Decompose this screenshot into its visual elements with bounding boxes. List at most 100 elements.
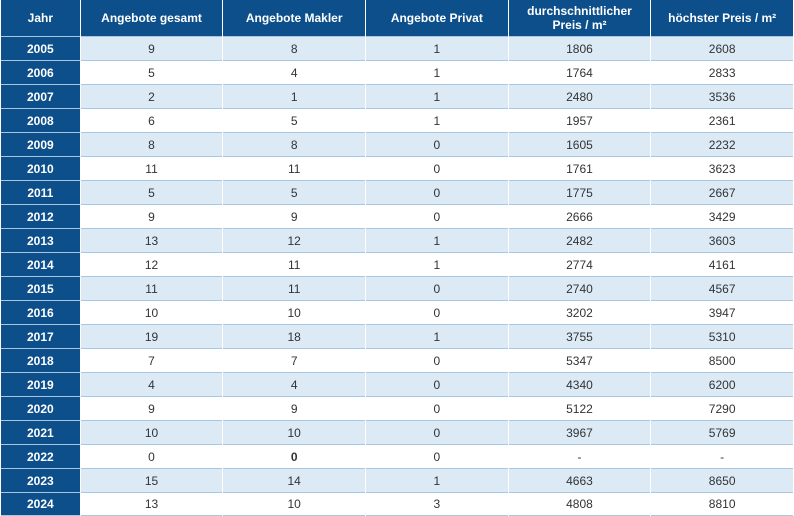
- table-row: 201299026663429: [1, 204, 793, 228]
- data-cell: 5769: [651, 420, 793, 444]
- data-cell: 0: [366, 300, 508, 324]
- data-cell: 2482: [509, 228, 651, 252]
- year-cell: 2012: [1, 204, 80, 228]
- data-cell: 2833: [651, 60, 793, 84]
- data-cell: 8650: [651, 468, 793, 492]
- data-cell: 3429: [651, 204, 793, 228]
- data-cell: 10: [223, 300, 365, 324]
- data-cell: 19: [81, 324, 223, 348]
- data-cell: 5: [81, 180, 223, 204]
- data-cell: 1: [366, 252, 508, 276]
- data-cell: 12: [223, 228, 365, 252]
- data-table: JahrAngebote gesamtAngebote MaklerAngebo…: [0, 0, 794, 516]
- data-cell: 3623: [651, 156, 793, 180]
- year-cell: 2009: [1, 132, 80, 156]
- data-cell: 2608: [651, 36, 793, 60]
- table-row: 20231514146638650: [1, 468, 793, 492]
- data-cell: 4340: [509, 372, 651, 396]
- column-header: Angebote gesamt: [81, 0, 223, 36]
- year-cell: 2024: [1, 492, 80, 516]
- data-cell: 3: [366, 492, 508, 516]
- year-cell: 2011: [1, 180, 80, 204]
- year-cell: 2022: [1, 444, 80, 468]
- data-cell: 9: [81, 36, 223, 60]
- data-cell: 4: [81, 372, 223, 396]
- data-cell: 5: [81, 60, 223, 84]
- data-cell: 5: [223, 108, 365, 132]
- data-cell: 6: [81, 108, 223, 132]
- table-row: 20151111027404567: [1, 276, 793, 300]
- data-cell: 2740: [509, 276, 651, 300]
- table-row: 20171918137555310: [1, 324, 793, 348]
- table-row: 200654117642833: [1, 60, 793, 84]
- data-cell: 3755: [509, 324, 651, 348]
- data-cell: 15: [81, 468, 223, 492]
- data-cell: 9: [223, 396, 365, 420]
- year-cell: 2018: [1, 348, 80, 372]
- data-cell: 10: [223, 420, 365, 444]
- data-cell: -: [509, 444, 651, 468]
- data-cell: 2232: [651, 132, 793, 156]
- year-cell: 2006: [1, 60, 80, 84]
- data-cell: 1: [366, 468, 508, 492]
- column-header: durchschnittlicher Preis / m²: [509, 0, 651, 36]
- data-cell: 1: [223, 84, 365, 108]
- data-cell: 1957: [509, 108, 651, 132]
- year-cell: 2005: [1, 36, 80, 60]
- data-table-container: JahrAngebote gesamtAngebote MaklerAngebo…: [0, 0, 794, 516]
- data-cell: 4: [223, 60, 365, 84]
- column-header: Angebote Makler: [223, 0, 365, 36]
- data-cell: 1605: [509, 132, 651, 156]
- data-cell: 9: [223, 204, 365, 228]
- data-cell: 3536: [651, 84, 793, 108]
- table-row: 200721124803536: [1, 84, 793, 108]
- data-cell: 11: [81, 276, 223, 300]
- data-cell: 4567: [651, 276, 793, 300]
- data-cell: 5347: [509, 348, 651, 372]
- data-cell: 0: [366, 276, 508, 300]
- data-cell: 0: [366, 396, 508, 420]
- table-row: 200988016052232: [1, 132, 793, 156]
- data-cell: 6200: [651, 372, 793, 396]
- data-cell: 3603: [651, 228, 793, 252]
- table-row: 201944043406200: [1, 372, 793, 396]
- data-cell: 2480: [509, 84, 651, 108]
- data-cell: 11: [223, 276, 365, 300]
- column-header: höchster Preis / m²: [651, 0, 793, 36]
- data-cell: 12: [81, 252, 223, 276]
- data-cell: 0: [366, 180, 508, 204]
- year-cell: 2020: [1, 396, 80, 420]
- data-cell: 1: [366, 60, 508, 84]
- data-cell: 0: [366, 156, 508, 180]
- data-cell: 0: [81, 444, 223, 468]
- table-body: 2005981180626082006541176428332007211248…: [1, 36, 793, 516]
- data-cell: 1: [366, 36, 508, 60]
- data-cell: 3967: [509, 420, 651, 444]
- table-row: 201877053478500: [1, 348, 793, 372]
- data-cell: 2774: [509, 252, 651, 276]
- data-cell: 1775: [509, 180, 651, 204]
- data-cell: 11: [223, 156, 365, 180]
- data-cell: 0: [366, 132, 508, 156]
- year-cell: 2017: [1, 324, 80, 348]
- data-cell: 5310: [651, 324, 793, 348]
- data-cell: 13: [81, 228, 223, 252]
- column-header: Jahr: [1, 0, 80, 36]
- data-cell: 1: [366, 228, 508, 252]
- data-cell: 4: [223, 372, 365, 396]
- data-cell: 2361: [651, 108, 793, 132]
- data-cell: 0: [366, 420, 508, 444]
- table-row: 2022000--: [1, 444, 793, 468]
- year-cell: 2010: [1, 156, 80, 180]
- year-cell: 2013: [1, 228, 80, 252]
- table-header-row: JahrAngebote gesamtAngebote MaklerAngebo…: [1, 0, 793, 36]
- data-cell: 1: [366, 324, 508, 348]
- table-row: 200865119572361: [1, 108, 793, 132]
- table-row: 20101111017613623: [1, 156, 793, 180]
- data-cell: 8810: [651, 492, 793, 516]
- data-cell: 11: [81, 156, 223, 180]
- table-row: 20161010032023947: [1, 300, 793, 324]
- data-cell: 13: [81, 492, 223, 516]
- data-cell: 2: [81, 84, 223, 108]
- year-cell: 2023: [1, 468, 80, 492]
